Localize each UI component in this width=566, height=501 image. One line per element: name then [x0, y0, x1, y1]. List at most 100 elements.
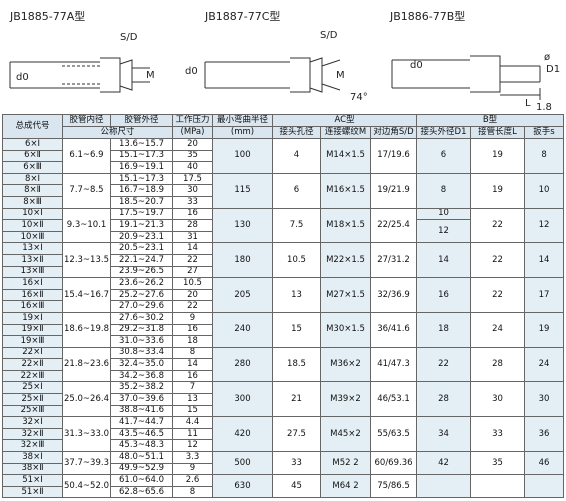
table-row: 10×Ⅰ 9.3~10.1 17.5~19.7 16 130 7.5 M18×1.5 22/2…: [2, 207, 565, 244]
table-cell: 28: [172, 219, 213, 232]
table-cell: 8×Ⅱ: [2, 184, 63, 197]
table-cell: 49.9~52.9: [110, 462, 173, 476]
table-cell: 23.6~26.2: [110, 277, 173, 290]
dimension-label: d0: [410, 60, 423, 71]
table-cell: 19/21.9: [369, 172, 418, 209]
table-cell: 40: [172, 161, 213, 174]
table-row: 38×Ⅱ 49.9~52.9 9: [2, 462, 564, 476]
table-cell: M18×1.5: [320, 207, 371, 244]
diagram-title: JB1886-77B型: [389, 9, 465, 23]
table-cell: M36×2: [320, 346, 371, 383]
table-cell: 12: [416, 219, 472, 244]
table-cell: 22: [470, 207, 526, 244]
table-cell: 22: [470, 242, 526, 279]
drawing: [9, 55, 541, 100]
table-cell: B型: [416, 114, 565, 127]
table-cell: 6×Ⅲ: [2, 161, 63, 174]
table-cell: 61.0~64.0: [110, 474, 173, 487]
table-cell: 51×Ⅱ: [2, 485, 63, 499]
table-cell: 28: [470, 346, 526, 383]
table-cell: 15.4~16.7: [62, 277, 111, 313]
dimension-label: L: [525, 98, 531, 109]
table-cell: 6: [272, 172, 321, 209]
table-cell: 3.3: [172, 451, 213, 464]
table-row: 8×Ⅲ 18.5~20.7 33: [2, 195, 564, 209]
table-cell: 19: [524, 311, 565, 348]
dimension-label: S/D: [120, 32, 138, 43]
table-row: 38×Ⅰ 37.7~39.3 48.0~51.1 3.3 500 33 M52 2 60/69…: [2, 451, 565, 476]
table-cell: 25×Ⅲ: [2, 404, 63, 418]
table-cell: 13: [272, 277, 321, 313]
table-cell: 100: [212, 138, 273, 174]
table-row: 6×Ⅲ 16.9~19.1 40: [2, 161, 564, 174]
table-cell: 连接螺纹M: [320, 126, 371, 139]
table-cell: 胶管外径: [110, 114, 173, 127]
table-row: 8×Ⅰ 7.7~8.5 15.1~17.3 17.5 115 6 M16×1.5 19/21.…: [2, 172, 565, 209]
table-cell: 4: [272, 138, 321, 174]
table-cell: [524, 474, 565, 499]
table-cell: AC型: [271, 114, 418, 127]
table-cell: 19×Ⅲ: [2, 335, 63, 348]
table-cell: 6×Ⅱ: [2, 149, 63, 163]
table-cell: 16×Ⅲ: [2, 300, 63, 313]
table-row: 13×Ⅱ 22.1~24.7 22: [2, 253, 564, 267]
table-row: 公称尺寸 (MPa) (mm) 接头孔径 连接螺纹M 对边角S/D 接头外径D1 接管长度L 扳…: [3, 126, 565, 139]
table-cell: 20: [172, 138, 213, 151]
table-cell: 20.9~23.1: [110, 230, 173, 244]
table-cell: 31: [172, 230, 213, 244]
table-cell: 62.8~65.6: [110, 485, 173, 499]
table-cell: 630: [212, 474, 273, 499]
table-cell: 22: [416, 346, 472, 383]
dimension-label: S/D: [320, 30, 338, 41]
table-cell: 17.5: [172, 172, 213, 186]
table-row: 19×Ⅲ 31.0~33.6 18: [2, 335, 564, 348]
table-row: 19×Ⅱ 29.2~31.8 16: [2, 323, 564, 337]
table-cell: [416, 474, 472, 499]
table-cell: 30: [524, 381, 565, 418]
table-cell: 10.5: [172, 277, 213, 290]
table-cell: 75/86.5: [369, 474, 418, 499]
table-cell: 接头外径D1: [416, 126, 472, 139]
table-cell: 55/63.5: [369, 416, 418, 453]
table-cell: 16×Ⅰ: [2, 277, 63, 290]
table-cell: 17/19.6: [369, 138, 418, 174]
table-cell: 420: [212, 416, 273, 453]
diagram-title: JB1885-77A型: [9, 9, 85, 23]
table-cell: 8×Ⅰ: [2, 172, 63, 186]
diagram-title: JB1887-77C型: [204, 9, 280, 23]
table-cell: 6: [416, 138, 472, 174]
table-row: 8×Ⅱ 16.7~18.9 30: [2, 184, 564, 197]
table-row: 16×Ⅱ 25.2~27.6 20: [2, 288, 564, 302]
table-cell: 19: [470, 138, 526, 174]
table-cell: 公称尺寸: [62, 126, 173, 139]
table-row: 51×Ⅰ 50.4~52.0 61.0~64.0 2.6 630 45 M64 2 75/86…: [2, 474, 565, 499]
table-cell: 18.5~20.7: [110, 195, 173, 209]
table-cell: 8: [416, 172, 472, 209]
table-cell: 22/25.4: [369, 207, 418, 244]
table-cell: 21.8~23.6: [62, 346, 111, 383]
table-cell: M64 2: [320, 474, 371, 499]
table-cell: 胶管内径: [62, 114, 111, 127]
table-cell: 19×Ⅰ: [2, 311, 63, 325]
table-row: 10×Ⅱ 19.1~21.3 28 12: [2, 219, 564, 244]
table-cell: M22×1.5: [320, 242, 371, 279]
table-cell: 180: [212, 242, 273, 279]
table-cell: 46: [524, 451, 565, 476]
table-cell: 34: [416, 416, 472, 453]
table-cell: 9.3~10.1: [62, 207, 111, 244]
table-cell: 16: [416, 277, 472, 313]
table-cell: 32×Ⅱ: [2, 427, 63, 441]
table-cell: 15: [272, 311, 321, 348]
table-cell: 36/41.6: [369, 311, 418, 348]
table-cell: 240: [212, 311, 273, 348]
table-cell: 14: [172, 358, 213, 371]
table-cell: 46/53.1: [369, 381, 418, 418]
table-cell: 13×Ⅱ: [2, 253, 63, 267]
table-cell: 7: [172, 381, 213, 395]
table-cell: 12.3~13.5: [62, 242, 111, 279]
table-cell: (MPa): [172, 126, 213, 139]
table-cell: 总成代号: [2, 114, 63, 139]
dimension-label: d0: [185, 66, 198, 77]
dimension-label: ø: [544, 52, 550, 63]
table-cell: 16: [172, 369, 213, 383]
